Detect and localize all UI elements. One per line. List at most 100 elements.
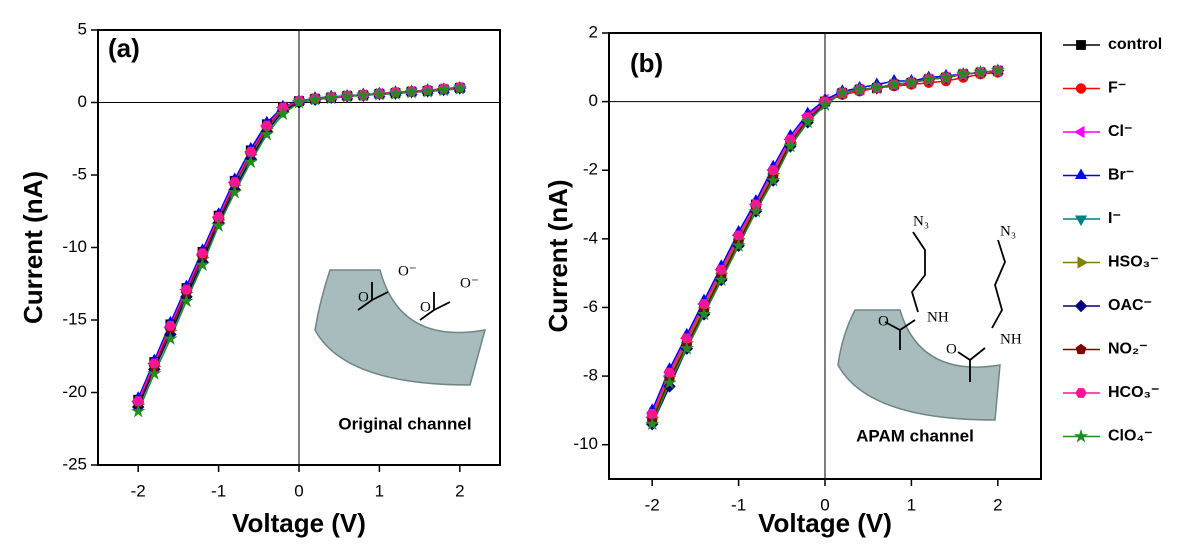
marker (921, 71, 936, 86)
legend-label: HSO₃⁻ (1108, 254, 1159, 271)
legend-label: control (1108, 36, 1162, 53)
marker (179, 293, 194, 308)
marker (147, 366, 162, 380)
legend-marker (1076, 40, 1086, 50)
marker (324, 90, 339, 105)
y-tick-label: 2 (589, 22, 598, 41)
marker (938, 70, 954, 84)
legend-label: HCO₃⁻ (1108, 384, 1159, 401)
legend-marker (1074, 125, 1085, 139)
legend-marker (1075, 388, 1087, 398)
inset-label: NH (927, 309, 949, 325)
marker (662, 375, 677, 390)
inset-label: N₃ (1000, 223, 1016, 239)
panel-label: (a) (108, 33, 140, 63)
marker (732, 230, 745, 241)
x-axis-title: Voltage (V) (232, 508, 366, 538)
marker (714, 272, 729, 287)
marker (195, 257, 210, 271)
y-tick-label: -4 (583, 228, 598, 247)
legend-label: F⁻ (1108, 80, 1126, 97)
marker (404, 84, 419, 99)
x-tick-label: -2 (131, 481, 146, 500)
marker (420, 84, 435, 98)
x-tick-label: 1 (907, 495, 916, 514)
marker (835, 85, 850, 100)
marker (245, 146, 257, 157)
marker (646, 408, 658, 419)
marker (372, 87, 387, 101)
annotation: Original channel (338, 414, 471, 433)
marker (766, 172, 781, 187)
marker (307, 92, 323, 106)
inset-label: O (358, 289, 369, 305)
marker (388, 86, 403, 100)
x-tick-label: -1 (731, 495, 746, 514)
x-tick-label: -2 (645, 495, 660, 514)
inset-label: O⁻ (460, 275, 479, 291)
marker (243, 154, 258, 169)
marker (783, 138, 798, 153)
y-tick-label: 0 (589, 91, 598, 110)
marker (973, 65, 988, 79)
marker (261, 120, 273, 131)
marker (696, 306, 712, 321)
marker (275, 106, 291, 121)
marker (229, 177, 241, 188)
marker (132, 396, 144, 407)
marker (852, 82, 867, 96)
y-tick-label: -6 (583, 297, 598, 316)
x-axis-title: Voltage (V) (758, 508, 892, 538)
legend-marker (1073, 429, 1089, 443)
y-tick-label: -10 (573, 434, 598, 453)
y-axis-title: Current (nA) (18, 171, 48, 324)
marker (645, 416, 660, 431)
marker (681, 333, 693, 344)
marker (212, 212, 225, 223)
marker (869, 80, 884, 94)
legend-label: OAC⁻ (1108, 297, 1152, 314)
legend-marker (1074, 168, 1088, 180)
legend-marker (1075, 83, 1087, 94)
y-tick-label: -20 (62, 382, 87, 401)
legend-label: NO₂⁻ (1108, 341, 1148, 358)
marker (698, 299, 710, 309)
marker (131, 403, 146, 418)
marker (800, 114, 815, 129)
marker (767, 165, 779, 176)
marker (148, 358, 160, 369)
marker (904, 75, 919, 89)
y-tick-label: -8 (583, 366, 598, 385)
marker (663, 367, 676, 378)
marker (990, 63, 1005, 77)
marker (211, 218, 226, 232)
marker (748, 203, 764, 218)
marker (731, 238, 746, 252)
marker (886, 77, 902, 91)
x-tick-label: 1 (375, 481, 384, 500)
marker (163, 331, 178, 345)
legend-marker (1074, 215, 1088, 226)
marker (259, 126, 274, 141)
marker (679, 341, 694, 355)
inset-a (314, 269, 487, 386)
marker (227, 184, 242, 199)
inset-label: O (946, 341, 957, 357)
marker (180, 284, 193, 295)
y-tick-label: -5 (72, 164, 87, 183)
x-tick-label: 0 (820, 495, 829, 514)
y-tick-label: -2 (583, 160, 598, 179)
y-tick-label: 5 (78, 19, 87, 38)
legend-label: Br⁻ (1108, 167, 1134, 184)
annotation: APAM channel (856, 426, 974, 445)
x-tick-label: 2 (993, 495, 1002, 514)
x-tick-label: 2 (455, 481, 464, 500)
y-tick-label: -10 (62, 237, 87, 256)
marker (715, 264, 727, 275)
marker (340, 89, 355, 103)
marker (436, 82, 451, 97)
marker (356, 87, 371, 102)
legend-label: Cl⁻ (1108, 123, 1132, 140)
inset-label: N₃ (913, 213, 929, 229)
